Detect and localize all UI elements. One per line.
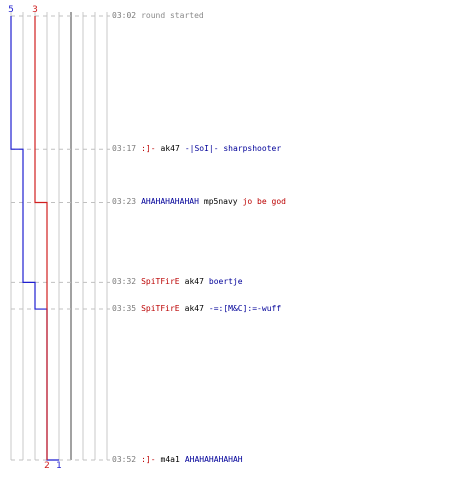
event-token: ak47 (184, 304, 204, 314)
event-token: AHAHAHAHAHAH (141, 197, 199, 207)
event-line: 03:17 :]- ak47 -|SoI|- sharpshooter (112, 143, 281, 155)
red-team-line (34, 16, 48, 460)
event-token: :]- (141, 144, 156, 154)
event-token: ak47 (184, 277, 204, 287)
event-timestamp: 03:23 (112, 197, 137, 207)
event-token: boertje (208, 277, 243, 287)
event-timestamp: 03:02 (112, 11, 137, 20)
blue-team-end-label: 1 (56, 461, 62, 471)
event-line: 03:35 SpiTFirE ak47 -=:[M&C]:=-wuff (112, 303, 281, 315)
event-timestamp: 03:17 (112, 144, 137, 154)
event-line: 03:32 SpiTFirE ak47 boertje (112, 276, 243, 288)
event-token: jo be god (242, 197, 286, 207)
event-token: round started (141, 11, 204, 20)
event-token: SpiTFirE (141, 304, 180, 314)
event-token: mp5navy (203, 197, 238, 207)
event-token: :]- (141, 455, 156, 464)
event-timestamp: 03:32 (112, 277, 137, 287)
event-line: 03:02 round started (112, 10, 204, 22)
event-timestamp: 03:52 (112, 455, 137, 464)
event-token: SpiTFirE (141, 277, 180, 287)
event-line: 03:23 AHAHAHAHAHAH mp5navy jo be god (112, 196, 286, 208)
event-token: m4a1 (160, 455, 180, 464)
event-token: ak47 (160, 144, 180, 154)
event-token: AHAHAHAHAHAH (184, 455, 243, 464)
event-token: -=:[M&C]:=-wuff (208, 304, 282, 314)
event-line: 03:52 :]- m4a1 AHAHAHAHAHAH (112, 454, 243, 466)
red-team-start-label: 3 (32, 5, 38, 15)
blue-team-start-label: 5 (8, 5, 14, 15)
red-team-end-label: 2 (44, 461, 50, 471)
event-timestamp: 03:35 (112, 304, 137, 314)
event-token: -|SoI|- sharpshooter (184, 144, 282, 154)
